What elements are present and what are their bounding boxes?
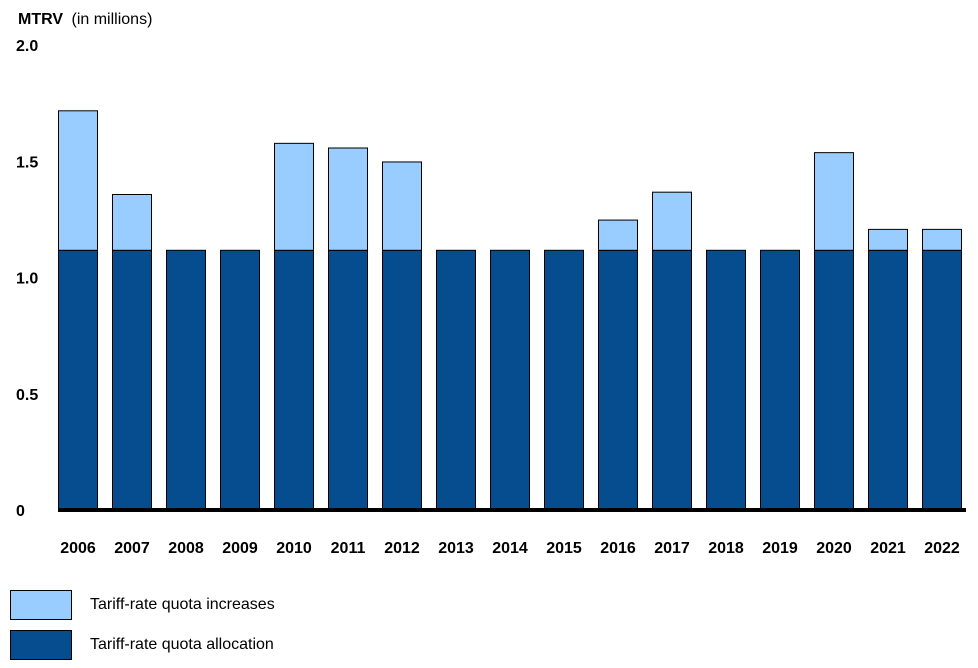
y-axis-label: MTRV (in millions): [18, 11, 152, 28]
x-tick-label: 2013: [438, 540, 474, 557]
x-tick-label: 2016: [600, 540, 636, 557]
x-axis-ticks: 2006 2007 2008 2009 2010 2011 2012 2013 2014 2015…: [60, 540, 960, 557]
bar-increase: [274, 142, 314, 251]
x-tick-label: 2018: [708, 540, 744, 557]
x-tick-label: 2012: [384, 540, 420, 557]
x-tick-label: 2021: [870, 540, 906, 557]
y-tick-label: 1.0: [16, 271, 38, 288]
y-tick-label: 1.5: [16, 154, 38, 171]
x-tick-label: 2019: [762, 540, 798, 557]
bar-allocation: [598, 249, 638, 511]
bar-allocation: [490, 249, 530, 511]
bar-increase: [112, 193, 152, 251]
bar-allocation: [760, 249, 800, 511]
x-tick-label: 2008: [168, 540, 204, 557]
bar-allocation: [58, 249, 98, 511]
legend-item-increases: Tariff-rate quota increases: [10, 588, 275, 622]
bar-increase: [328, 147, 368, 251]
x-tick-label: 2010: [276, 540, 312, 557]
bar-allocation: [220, 249, 260, 511]
x-tick-label: 2006: [60, 540, 96, 557]
y-tick-label: 2.0: [16, 38, 38, 55]
bar-increase: [814, 152, 854, 251]
x-tick-label: 2017: [654, 540, 690, 557]
bar-increase: [922, 228, 962, 251]
legend-label-increases: Tariff-rate quota increases: [90, 596, 275, 613]
bar-allocation: [922, 249, 962, 511]
y-tick-label: 0: [16, 503, 25, 520]
x-tick-label: 2020: [816, 540, 852, 557]
y-tick-label: 0.5: [16, 387, 38, 404]
bar-allocation: [544, 249, 584, 511]
bar-allocation: [382, 249, 422, 511]
bars-group: [58, 110, 962, 511]
x-tick-label: 2009: [222, 540, 258, 557]
y-axis-label-unit: MTRV: [18, 11, 63, 28]
bar-allocation: [868, 249, 908, 511]
bar-allocation: [328, 249, 368, 511]
bar-increase: [598, 219, 638, 251]
x-tick-label: 2011: [331, 540, 366, 557]
bar-allocation: [166, 249, 206, 511]
x-tick-label: 2022: [924, 540, 960, 557]
x-tick-label: 2015: [546, 540, 582, 557]
bar-increase: [58, 110, 98, 251]
bar-allocation: [436, 249, 476, 511]
bar-allocation: [274, 249, 314, 511]
bar-allocation: [814, 249, 854, 511]
legend-swatch-increases: [10, 590, 72, 620]
x-tick-label: 2014: [492, 540, 528, 557]
bar-allocation: [112, 249, 152, 511]
bar-increase: [382, 161, 422, 251]
bar-allocation: [652, 249, 692, 511]
y-axis-ticks: 0 0.5 1.0 1.5 2.0: [16, 38, 38, 520]
bar-allocation: [706, 249, 746, 511]
legend-label-allocation: Tariff-rate quota allocation: [90, 636, 274, 653]
bar-increase: [868, 228, 908, 251]
legend: Tariff-rate quota increases Tariff-rate …: [10, 588, 275, 668]
bar-chart: MTRV (in millions) 00.51.01.52.0 2006 200…: [16, 11, 966, 557]
x-tick-label: 2007: [114, 540, 150, 557]
y-axis-label-suffix: (in millions): [72, 11, 153, 28]
bar-increase: [652, 191, 692, 251]
legend-swatch-allocation: [10, 630, 72, 660]
legend-item-allocation: Tariff-rate quota allocation: [10, 628, 275, 662]
